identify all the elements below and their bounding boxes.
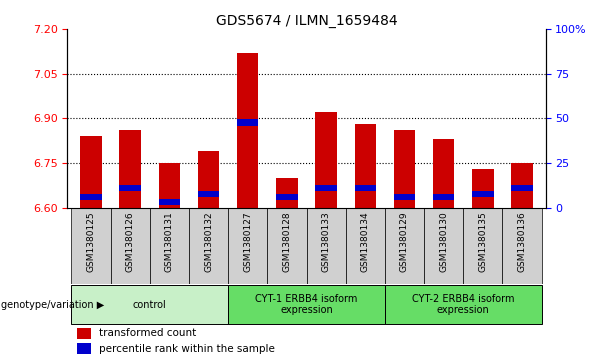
Bar [159, 199, 180, 205]
Text: GSM1380125: GSM1380125 [86, 212, 96, 272]
Text: GSM1380133: GSM1380133 [322, 212, 330, 272]
Text: GSM1380135: GSM1380135 [478, 212, 487, 272]
Bar [237, 53, 259, 208]
Bar [511, 163, 533, 208]
Bar [228, 285, 385, 324]
Bar [511, 185, 533, 191]
Bar [189, 208, 228, 284]
Text: GSM1380129: GSM1380129 [400, 212, 409, 272]
Bar [198, 151, 219, 208]
Bar [71, 208, 110, 284]
Bar [276, 178, 298, 208]
Bar [267, 208, 306, 284]
Bar [80, 136, 102, 208]
Text: GSM1380132: GSM1380132 [204, 212, 213, 272]
Text: CYT-1 ERBB4 isoform
expression: CYT-1 ERBB4 isoform expression [255, 294, 358, 315]
Bar [77, 343, 91, 354]
Bar [120, 185, 141, 191]
Bar [472, 169, 493, 208]
Bar [354, 185, 376, 191]
Bar [385, 285, 542, 324]
Text: GSM1380130: GSM1380130 [439, 212, 448, 272]
Text: GSM1380134: GSM1380134 [361, 212, 370, 272]
Bar [228, 208, 267, 284]
Bar [198, 191, 219, 197]
Bar [315, 113, 337, 208]
Bar [472, 191, 493, 197]
Bar [77, 328, 91, 339]
Title: GDS5674 / ILMN_1659484: GDS5674 / ILMN_1659484 [216, 14, 397, 28]
Bar [237, 119, 259, 126]
Bar [315, 185, 337, 191]
Bar [463, 208, 503, 284]
Bar [276, 194, 298, 200]
Bar [433, 194, 454, 200]
Text: GSM1380128: GSM1380128 [283, 212, 291, 272]
Bar [433, 139, 454, 208]
Text: GSM1380136: GSM1380136 [517, 212, 527, 272]
Text: GSM1380127: GSM1380127 [243, 212, 252, 272]
Bar [80, 194, 102, 200]
Bar [394, 130, 415, 208]
Bar [424, 208, 463, 284]
Text: control: control [133, 300, 167, 310]
Bar [71, 285, 228, 324]
Bar [159, 163, 180, 208]
Bar [346, 208, 385, 284]
Text: genotype/variation ▶: genotype/variation ▶ [1, 300, 104, 310]
Bar [150, 208, 189, 284]
Text: GSM1380126: GSM1380126 [126, 212, 135, 272]
Text: percentile rank within the sample: percentile rank within the sample [99, 344, 275, 354]
Bar [385, 208, 424, 284]
Bar [503, 208, 542, 284]
Text: transformed count: transformed count [99, 329, 196, 338]
Text: GSM1380131: GSM1380131 [165, 212, 174, 272]
Text: CYT-2 ERBB4 isoform
expression: CYT-2 ERBB4 isoform expression [412, 294, 514, 315]
Bar [120, 130, 141, 208]
Bar [394, 194, 415, 200]
Bar [110, 208, 150, 284]
Bar [306, 208, 346, 284]
Bar [354, 124, 376, 208]
